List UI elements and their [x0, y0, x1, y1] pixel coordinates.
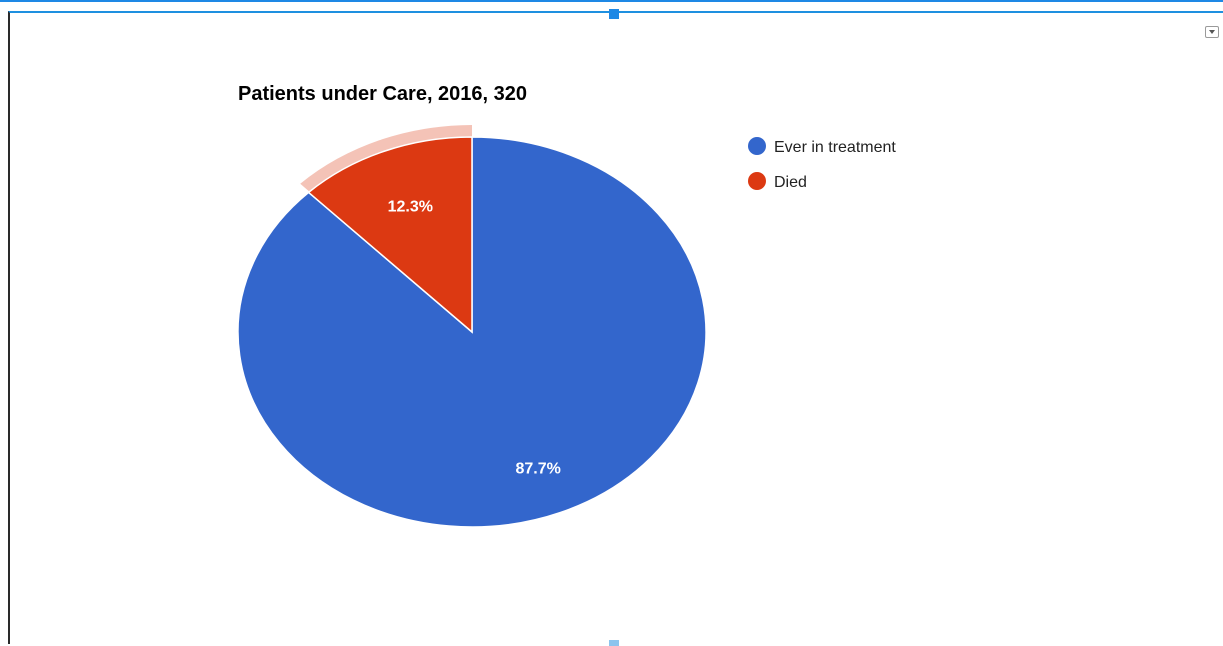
- legend-item-died[interactable]: Died: [748, 172, 807, 191]
- legend-swatch-died: [748, 172, 766, 190]
- legend-label-ever-in-treatment: Ever in treatment: [774, 139, 896, 156]
- slice-label-ever-in-treatment: 87.7%: [515, 460, 560, 477]
- chart-menu-button[interactable]: [1205, 26, 1219, 38]
- chevron-down-icon: [1209, 30, 1215, 34]
- selection-border-top: [0, 0, 1223, 2]
- legend-swatch-ever-in-treatment: [748, 137, 766, 155]
- resize-handle-top[interactable]: [609, 9, 619, 19]
- pie-slice-died[interactable]: [307, 136, 473, 334]
- legend-label-died: Died: [774, 174, 807, 191]
- legend: Ever in treatment Died: [748, 137, 896, 191]
- chart-title: Patients under Care, 2016, 320: [238, 83, 527, 105]
- legend-item-ever-in-treatment[interactable]: Ever in treatment: [748, 137, 896, 156]
- slice-label-died: 12.3%: [388, 199, 433, 216]
- resize-handle-bottom[interactable]: [609, 640, 619, 646]
- pie-layer: 87.7% 12.3%: [237, 125, 707, 528]
